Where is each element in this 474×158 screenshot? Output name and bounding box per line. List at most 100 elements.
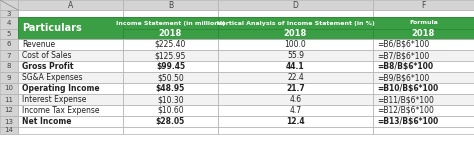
Bar <box>218 105 373 116</box>
Bar <box>0 39 18 50</box>
Text: 7: 7 <box>7 52 11 58</box>
Bar <box>123 10 218 17</box>
Text: 12: 12 <box>5 107 13 113</box>
Text: $28.05: $28.05 <box>156 117 185 126</box>
Bar <box>18 50 123 61</box>
Bar <box>373 105 474 116</box>
Bar <box>0 116 18 127</box>
Text: 4: 4 <box>7 20 11 26</box>
Bar <box>0 94 18 105</box>
Text: $10.30: $10.30 <box>157 95 184 104</box>
Text: 2018: 2018 <box>412 30 435 39</box>
Bar <box>18 39 123 50</box>
Text: Vertical Analysis of Income Statement (in %): Vertical Analysis of Income Statement (i… <box>217 21 374 25</box>
Text: =B8/B$6*100: =B8/B$6*100 <box>377 62 433 71</box>
Bar <box>218 127 373 134</box>
Text: Particulars: Particulars <box>22 23 82 33</box>
Bar <box>18 61 123 72</box>
Bar <box>123 0 218 10</box>
Bar <box>218 17 373 29</box>
Bar <box>373 116 474 127</box>
Bar <box>0 29 18 39</box>
Text: 4.7: 4.7 <box>290 106 301 115</box>
Bar <box>373 50 474 61</box>
Text: A: A <box>68 0 73 9</box>
Text: 11: 11 <box>4 97 13 103</box>
Text: 6: 6 <box>7 42 11 48</box>
Bar <box>18 72 123 83</box>
Bar <box>18 127 123 134</box>
Text: 22.4: 22.4 <box>287 73 304 82</box>
Text: 21.7: 21.7 <box>286 84 305 93</box>
Text: Gross Profit: Gross Profit <box>22 62 73 71</box>
Text: $99.45: $99.45 <box>156 62 185 71</box>
Bar <box>218 39 373 50</box>
Bar <box>373 72 474 83</box>
Text: F: F <box>421 0 426 9</box>
Bar <box>0 127 18 134</box>
Text: 8: 8 <box>7 64 11 70</box>
Bar <box>123 105 218 116</box>
Bar <box>123 94 218 105</box>
Text: 5: 5 <box>7 31 11 37</box>
Text: =B9/B$6*100: =B9/B$6*100 <box>377 73 429 82</box>
Bar <box>123 116 218 127</box>
Bar <box>218 0 373 10</box>
Text: B: B <box>168 0 173 9</box>
Bar <box>0 17 18 29</box>
Text: =B10/B$6*100: =B10/B$6*100 <box>377 84 438 93</box>
Bar <box>218 94 373 105</box>
Bar <box>18 10 123 17</box>
Bar <box>123 83 218 94</box>
Bar <box>18 0 123 10</box>
Bar <box>373 83 474 94</box>
Bar <box>0 72 18 83</box>
Bar <box>0 61 18 72</box>
Text: Revenue: Revenue <box>22 40 55 49</box>
Text: 100.0: 100.0 <box>284 40 306 49</box>
Bar <box>123 29 218 39</box>
Bar <box>123 61 218 72</box>
Bar <box>0 50 18 61</box>
Text: Income Statement (in millions): Income Statement (in millions) <box>116 21 225 25</box>
Text: =B7/B$6*100: =B7/B$6*100 <box>377 51 429 60</box>
Text: 12.4: 12.4 <box>286 117 305 126</box>
Text: 3: 3 <box>7 10 11 16</box>
Text: $225.40: $225.40 <box>155 40 186 49</box>
Bar <box>123 17 218 29</box>
Text: $125.95: $125.95 <box>155 51 186 60</box>
Bar <box>123 39 218 50</box>
Bar <box>218 50 373 61</box>
Bar <box>218 61 373 72</box>
Text: Income Tax Expense: Income Tax Expense <box>22 106 100 115</box>
Bar <box>123 127 218 134</box>
Text: Formula: Formula <box>409 21 438 25</box>
Bar <box>218 10 373 17</box>
Text: D: D <box>292 0 299 9</box>
Text: 2018: 2018 <box>284 30 307 39</box>
Bar <box>0 105 18 116</box>
Bar <box>218 72 373 83</box>
Text: $10.60: $10.60 <box>157 106 184 115</box>
Text: 55.9: 55.9 <box>287 51 304 60</box>
Text: Cost of Sales: Cost of Sales <box>22 51 72 60</box>
Bar <box>373 127 474 134</box>
Text: Operating Income: Operating Income <box>22 84 100 93</box>
Text: =B6/B$6*100: =B6/B$6*100 <box>377 40 429 49</box>
Text: =B11/B$6*100: =B11/B$6*100 <box>377 95 434 104</box>
Text: $50.50: $50.50 <box>157 73 184 82</box>
Text: =B12/B$6*100: =B12/B$6*100 <box>377 106 434 115</box>
Bar <box>218 29 373 39</box>
Text: 4.6: 4.6 <box>290 95 301 104</box>
Bar <box>0 0 18 10</box>
Text: SG&A Expenses: SG&A Expenses <box>22 73 82 82</box>
Bar <box>373 17 474 29</box>
Bar <box>218 83 373 94</box>
Text: 14: 14 <box>5 128 13 134</box>
Bar <box>373 39 474 50</box>
Bar <box>0 83 18 94</box>
Bar <box>18 83 123 94</box>
Bar <box>123 72 218 83</box>
Text: 13: 13 <box>4 118 13 125</box>
Text: 10: 10 <box>4 85 13 91</box>
